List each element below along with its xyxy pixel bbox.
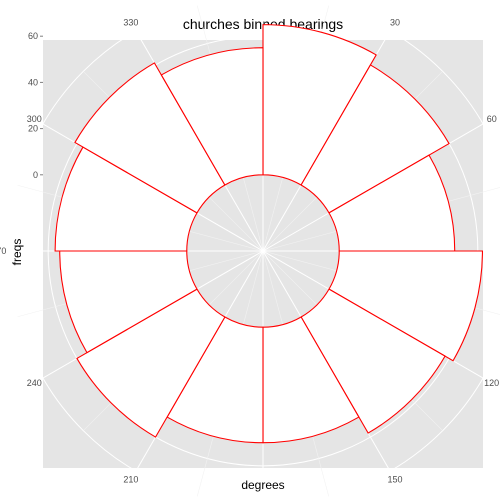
radial-tick-labels: 0 20 40 60 (28, 31, 43, 180)
angle-tick-label: 300 (27, 114, 42, 124)
bar-wedge-180 (166, 316, 264, 444)
angle-tick-label: 210 (123, 475, 138, 485)
angle-tick-label: 150 (387, 475, 402, 485)
radial-tick-label: 60 (28, 31, 38, 41)
bar-wedge-270 (54, 146, 198, 252)
bar-wedge-240 (59, 250, 198, 354)
bar-wedge-210 (76, 288, 226, 438)
angle-tick-label: 240 (27, 378, 42, 388)
angle-tick-label: 30 (390, 17, 400, 27)
bar-wedge-300 (74, 62, 226, 214)
y-axis-title: freqs (10, 239, 24, 266)
bar-layer (54, 24, 484, 444)
bar-wedge-120 (300, 288, 446, 434)
radial-tick-label: 20 (28, 124, 38, 134)
radial-tick-label: 0 (33, 170, 38, 180)
bar-wedge-150 (262, 316, 360, 444)
angle-tick-label: 330 (123, 17, 138, 27)
bar-wedge-330 (160, 47, 264, 186)
bar-wedge-30 (300, 64, 450, 214)
radial-tick-label: 40 (28, 77, 38, 87)
x-axis-title: degrees (241, 478, 284, 492)
bar-wedge-90 (328, 250, 484, 362)
bar-wedge-0 (262, 24, 377, 186)
bar-wedge-60 (328, 154, 456, 252)
outer-grid-circle (8, 0, 500, 500)
angle-tick-label: 120 (484, 378, 499, 388)
angle-tick-label: 270 (0, 246, 6, 256)
angle-tick-label: 60 (487, 114, 497, 124)
